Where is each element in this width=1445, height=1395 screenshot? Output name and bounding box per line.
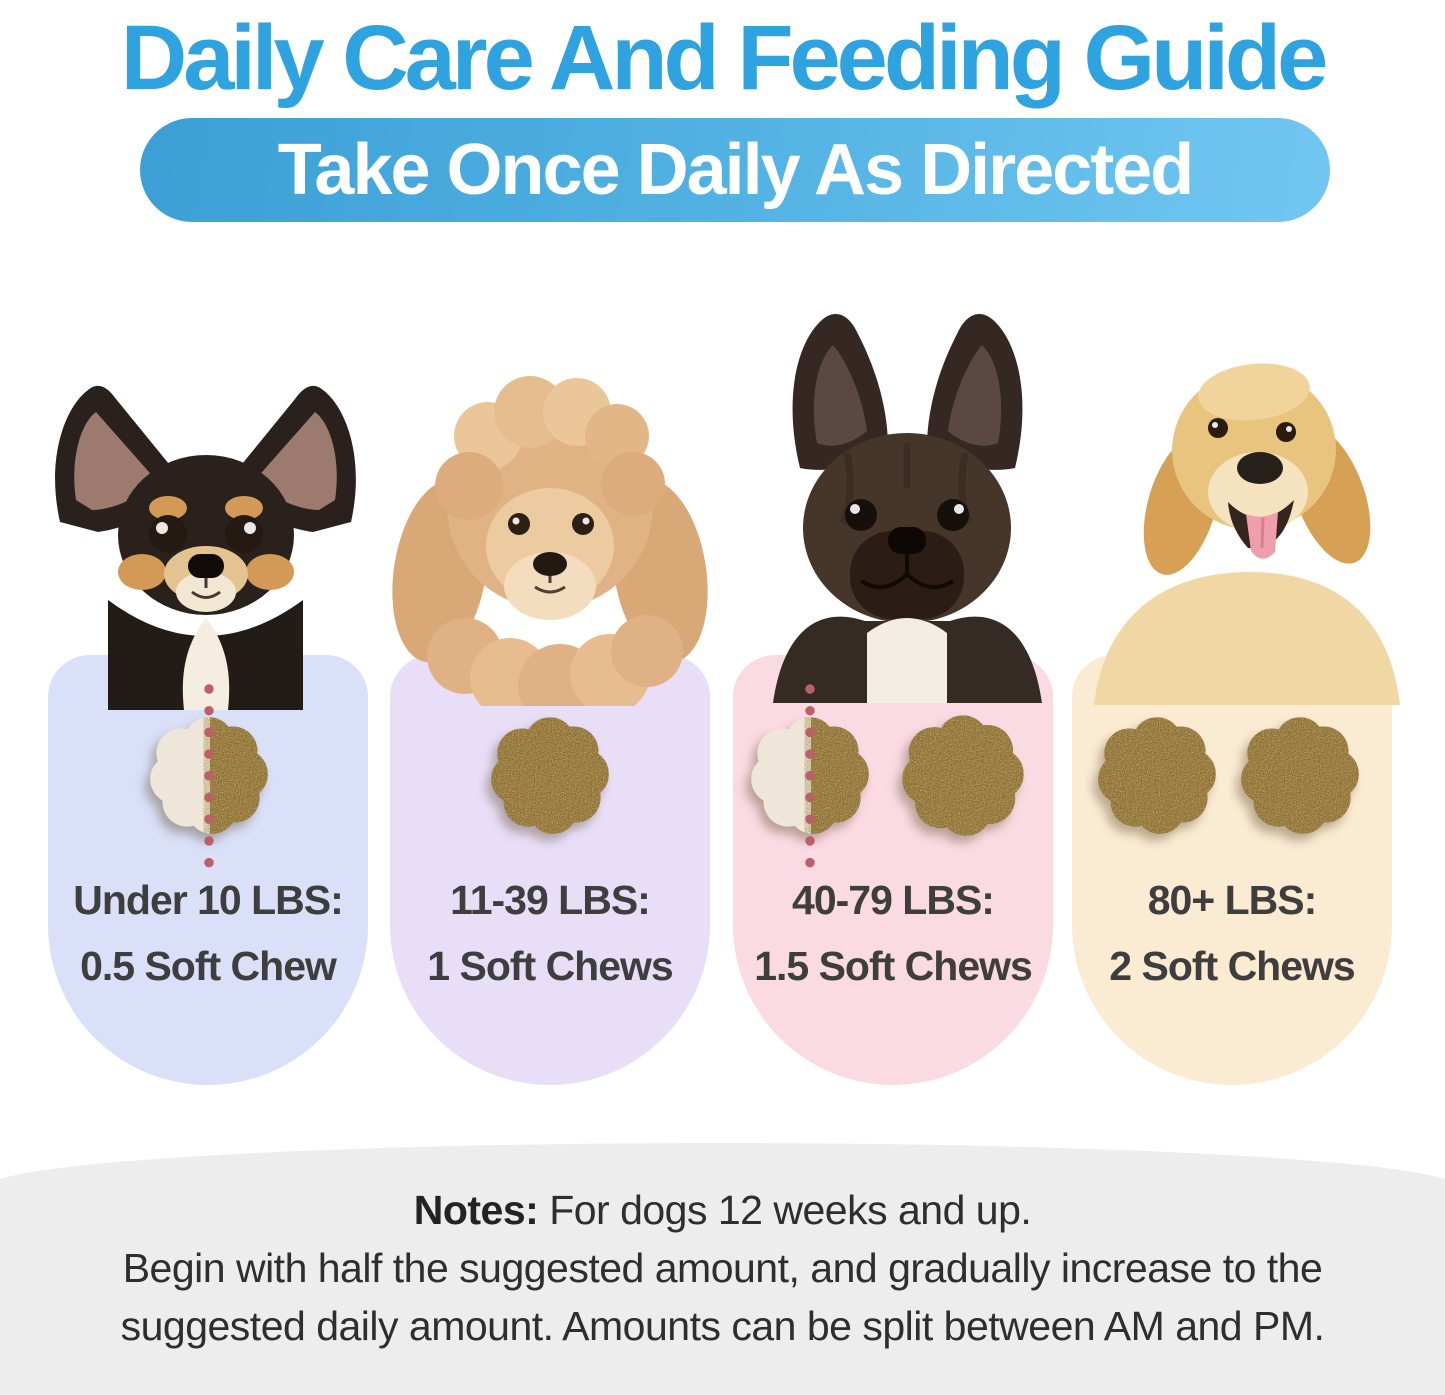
dose-card-label: 80+ LBS: 2 Soft Chews [1058, 867, 1406, 999]
soft-chew-icon [1241, 717, 1359, 834]
dose-card-under-10-lbs: Under 10 LBS: 0.5 Soft Chew [48, 655, 368, 1085]
dose-card-label: 40-79 LBS: 1.5 Soft Chews [719, 867, 1067, 999]
poodle-photo [392, 376, 708, 706]
notes-label: Notes: [413, 1187, 539, 1233]
page-title: Daily Care And Feeding Guide [120, 7, 1329, 109]
weight-range-label: 40-79 LBS: [792, 877, 995, 923]
half-soft-chew-icon [150, 717, 268, 834]
chihuahua-photo [55, 385, 356, 710]
dose-amount-label: 1 Soft Chews [427, 943, 673, 989]
notes-text: Notes: For dogs 12 weeks and up. Begin w… [0, 1143, 1445, 1355]
soft-chew-icon [1098, 717, 1216, 834]
half-dose-divider-dots [204, 684, 214, 868]
dose-card-label: 11-39 LBS: 1 Soft Chews [376, 867, 724, 999]
half-dose-divider-dots [805, 684, 815, 868]
dose-card-80-plus-lbs: 80+ LBS: 2 Soft Chews [1072, 655, 1392, 1085]
soft-chew-icon [491, 717, 609, 834]
half-soft-chew-icon [751, 717, 869, 834]
soft-chew-icon [902, 715, 1024, 836]
french-bulldog-photo [773, 313, 1042, 703]
weight-range-label: Under 10 LBS: [73, 877, 344, 923]
dose-amount-label: 2 Soft Chews [1109, 943, 1355, 989]
notes-line-2: Begin with half the suggested amount, an… [122, 1245, 1323, 1291]
dose-card-11-39-lbs: 11-39 LBS: 1 Soft Chews [390, 655, 710, 1085]
dose-amount-label: 1.5 Soft Chews [754, 943, 1033, 989]
dosage-banner-label: Take Once Daily As Directed [277, 130, 1194, 210]
golden-retriever-photo [1094, 363, 1400, 705]
weight-range-label: 11-39 LBS: [450, 877, 651, 923]
notes-section: Notes: For dogs 12 weeks and up. Begin w… [0, 1143, 1445, 1395]
dose-amount-label: 0.5 Soft Chew [80, 943, 337, 989]
dosage-banner: Take Once Daily As Directed [140, 118, 1330, 222]
notes-line-3: suggested daily amount. Amounts can be s… [120, 1303, 1325, 1349]
notes-line-1: Notes: For dogs 12 weeks and up. [413, 1187, 1032, 1233]
dose-card-label: Under 10 LBS: 0.5 Soft Chew [34, 867, 382, 999]
weight-range-label: 80+ LBS: [1147, 877, 1318, 923]
dose-card-40-79-lbs: 40-79 LBS: 1.5 Soft Chews [733, 655, 1053, 1085]
